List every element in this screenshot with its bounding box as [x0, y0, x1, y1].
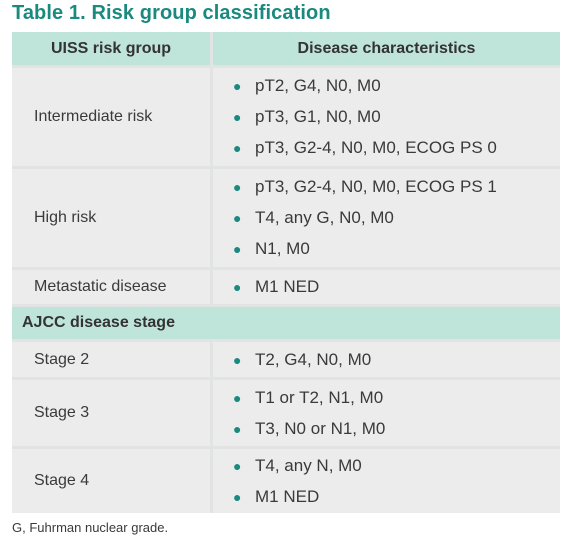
- risk-table: UISS risk group Disease characteristics …: [12, 32, 560, 513]
- row-label-stage-3: Stage 3: [12, 380, 210, 446]
- list-item: ● T4, any N, M0: [233, 455, 362, 475]
- row-label-intermediate-risk: Intermediate risk: [12, 68, 210, 166]
- row-label-high-risk: High risk: [12, 169, 210, 267]
- bullet-icon: ●: [233, 179, 242, 195]
- bullet-icon: ●: [233, 351, 242, 368]
- row-items-metastatic-disease: ● M1 NED: [213, 270, 560, 304]
- bullet-icon: ●: [233, 488, 242, 505]
- bullet-icon: ●: [233, 109, 242, 125]
- list-item: ● N1, M0: [233, 239, 310, 258]
- row-label-metastatic-disease: Metastatic disease: [12, 270, 210, 304]
- header-uiss-risk-group: UISS risk group: [12, 32, 210, 65]
- bullet-icon: ●: [233, 78, 242, 94]
- list-item: ● pT3, G2-4, N0, M0, ECOG PS 1: [233, 177, 497, 196]
- row-items-stage-3: ● T1 or T2, N1, M0 ● T3, N0 or N1, M0: [213, 380, 560, 446]
- list-item: ● pT3, G2-4, N0, M0, ECOG PS 0: [233, 138, 497, 157]
- list-item: ● T1 or T2, N1, M0: [233, 387, 384, 407]
- bullet-icon: ●: [233, 457, 242, 474]
- list-item: ● M1 NED: [233, 486, 320, 506]
- table-title: Table 1. Risk group classification: [12, 2, 331, 24]
- list-item: ● T4, any G, N0, M0: [233, 208, 394, 227]
- bullet-icon: ●: [233, 420, 242, 437]
- row-label-stage-4: Stage 4: [12, 449, 210, 513]
- row-items-stage-2: ● T2, G4, N0, M0: [213, 342, 560, 377]
- header-disease-characteristics: Disease characteristics: [213, 32, 560, 65]
- row-items-high-risk: ● pT3, G2-4, N0, M0, ECOG PS 1 ● T4, any G…: [213, 169, 560, 267]
- list-item: ● T2, G4, N0, M0: [233, 349, 372, 369]
- section-header-ajcc: AJCC disease stage: [12, 307, 560, 339]
- bullet-icon: ●: [233, 140, 242, 156]
- list-item: ● pT2, G4, N0, M0: [233, 76, 381, 95]
- row-label-stage-2: Stage 2: [12, 342, 210, 377]
- footnote: G, Fuhrman nuclear grade.: [12, 520, 169, 535]
- bullet-icon: ●: [233, 241, 242, 257]
- bullet-icon: ●: [233, 279, 242, 295]
- list-item: ● T3, N0 or N1, M0: [233, 418, 386, 438]
- list-item: ● M1 NED: [233, 277, 320, 296]
- bullet-icon: ●: [233, 210, 242, 226]
- row-items-intermediate-risk: ● pT2, G4, N0, M0 ● pT3, G1, N0, M0 ● pT3, …: [213, 68, 560, 166]
- bullet-icon: ●: [233, 389, 242, 406]
- list-item: ● pT3, G1, N0, M0: [233, 107, 381, 126]
- row-items-stage-4: ● T4, any N, M0 ● M1 NED: [213, 449, 560, 513]
